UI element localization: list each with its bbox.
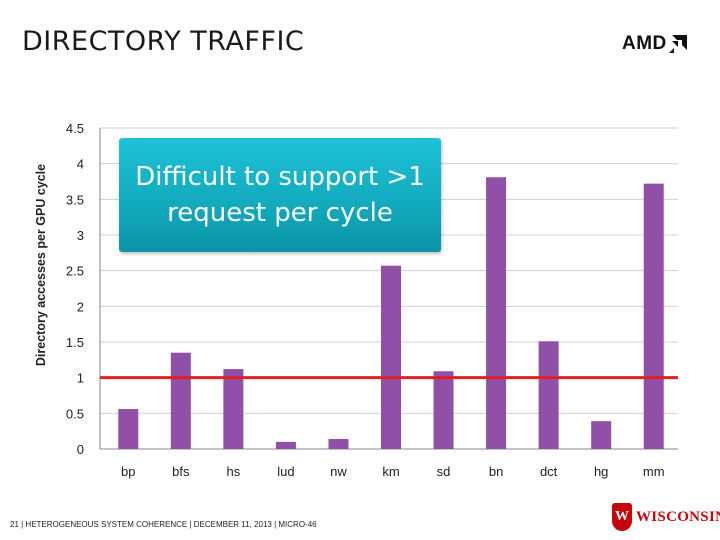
amd-arrow-icon [668, 35, 687, 53]
y-tick-label: 4.5 [66, 121, 84, 136]
bar-dct [538, 341, 559, 449]
x-tick-label: nw [330, 464, 347, 479]
bar-bp [118, 409, 139, 449]
y-tick-label: 2.5 [66, 264, 84, 279]
bar-bn [486, 177, 507, 449]
y-tick-label: 4 [77, 157, 84, 172]
y-tick-label: 0 [77, 442, 84, 457]
x-tick-label: hs [226, 464, 240, 479]
x-tick-label: bn [489, 464, 503, 479]
y-tick-label: 1.5 [66, 335, 84, 350]
bar-nw [328, 439, 349, 449]
bar-hs [223, 369, 244, 449]
amd-logo-text: AMD [622, 33, 667, 54]
x-tick-label: sd [437, 464, 451, 479]
crest-icon: W [612, 503, 632, 531]
footer-text: 21 | HETEROGENEOUS SYSTEM COHERENCE | DE… [10, 520, 317, 529]
bar-hg [591, 421, 612, 449]
y-tick-label: 3.5 [66, 192, 84, 207]
slide-title: DIRECTORY TRAFFIC [22, 26, 305, 57]
callout-box: Difficult to support >1 request per cycl… [119, 138, 441, 252]
x-tick-label: lud [277, 464, 294, 479]
y-tick-label: 1 [77, 371, 84, 386]
y-tick-label: 3 [77, 228, 84, 243]
x-tick-label: bfs [172, 464, 190, 479]
y-tick-label: 2 [77, 299, 84, 314]
x-tick-label: bp [121, 464, 135, 479]
x-tick-label: hg [594, 464, 608, 479]
bar-lud [275, 441, 296, 449]
x-tick-label: km [382, 464, 399, 479]
callout-text: Difficult to support >1 request per cycl… [135, 162, 425, 228]
labels: 0 0.5 1 1.5 2 2.5 3 3.5 4 4.5 bp bfs hs lud nw km sd bn dc… [34, 121, 665, 479]
bar-sd [433, 371, 454, 449]
bar-bfs [170, 352, 191, 449]
bar-km [381, 265, 401, 449]
amd-logo: AMD [622, 33, 687, 55]
x-tick-label: mm [643, 464, 665, 479]
y-axis-title: Directory accesses per GPU cycle [34, 164, 48, 366]
wisconsin-logo: W WISCONSIN [612, 503, 720, 531]
y-tick-label: 0.5 [66, 406, 84, 421]
x-tick-label: dct [540, 464, 558, 479]
wisconsin-logo-text: WISCONSIN [636, 508, 720, 525]
bar-mm [643, 183, 664, 449]
